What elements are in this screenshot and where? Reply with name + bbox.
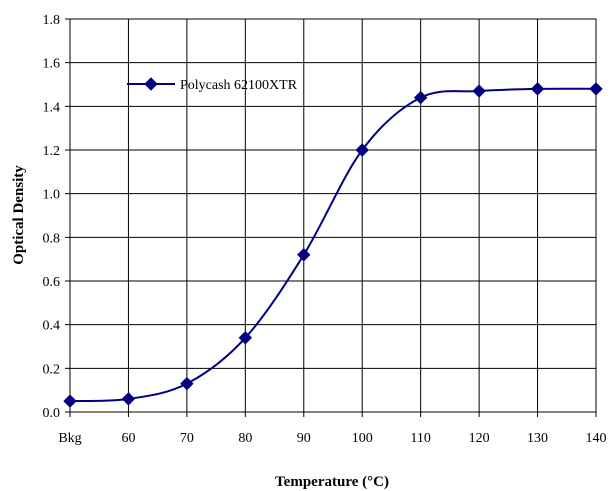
legend-label-polycash-62100xtr: Polycash 62100XTR — [180, 78, 298, 93]
x-tick-label: 130 — [527, 431, 548, 446]
x-tick-label: 120 — [469, 431, 490, 446]
data-point-diamond — [413, 90, 428, 105]
data-point-diamond — [589, 82, 603, 96]
x-tick-label: 80 — [238, 431, 252, 446]
data-point-diamond — [180, 376, 194, 391]
y-tick-label: 1.2 — [43, 144, 61, 159]
y-axis-ticks: 0.0 0.2 0.4 0.6 0.8 1.0 1.2 1.4 1.6 1.8 — [43, 13, 70, 421]
y-tick-label: 0.6 — [43, 275, 61, 290]
y-tick-label: 0.0 — [43, 406, 61, 421]
y-axis-title: Optical Density — [11, 165, 27, 265]
data-point-diamond — [355, 143, 369, 157]
data-point-diamond — [530, 82, 545, 96]
data-point-diamond — [63, 394, 77, 408]
y-tick-label: 0.8 — [43, 231, 61, 246]
data-point-diamond — [121, 392, 136, 406]
legend: Polycash 62100XTR — [127, 77, 298, 93]
series-layer — [63, 82, 603, 408]
x-tick-label: 100 — [352, 431, 373, 446]
y-tick-label: 1.4 — [43, 100, 61, 115]
x-axis-ticks: Bkg 60 70 80 90 100 110 120 130 140 — [58, 412, 607, 446]
horizontal-gridlines — [70, 18, 596, 413]
data-point-diamond — [297, 248, 311, 262]
legend-diamond-marker — [144, 77, 158, 91]
x-tick-label: 60 — [121, 431, 135, 446]
x-tick-label: 90 — [297, 431, 311, 446]
y-tick-label: 0.4 — [43, 319, 61, 334]
data-point-diamond — [472, 84, 486, 98]
vertical-gridlines — [69, 19, 597, 412]
plot-area-frame — [69, 18, 597, 413]
x-tick-label: 70 — [180, 431, 194, 446]
x-tick-label: Bkg — [58, 431, 81, 446]
x-tick-label: 140 — [586, 431, 607, 446]
series-line-polycash-62100xtr — [69, 87, 597, 403]
data-point-diamond — [238, 331, 253, 345]
x-tick-label: 110 — [410, 431, 430, 446]
y-tick-label: 1.0 — [43, 188, 61, 203]
y-tick-label: 1.8 — [43, 13, 61, 28]
y-tick-label: 0.2 — [43, 362, 61, 377]
x-axis-title: Temperature (°C) — [275, 474, 389, 490]
y-tick-label: 1.6 — [43, 57, 61, 72]
